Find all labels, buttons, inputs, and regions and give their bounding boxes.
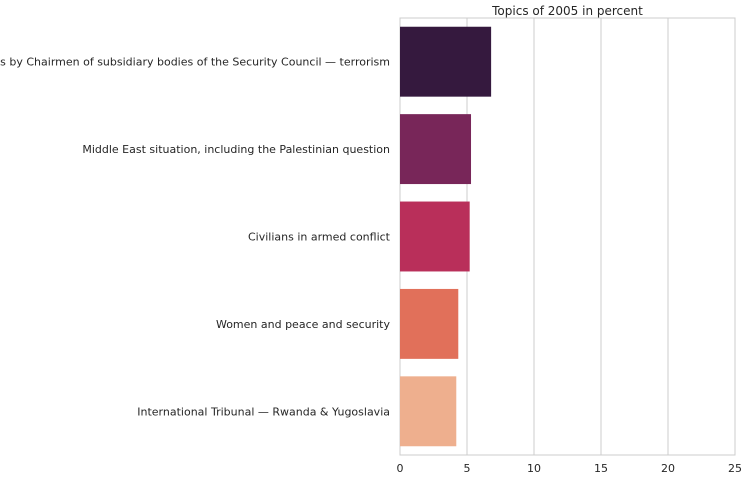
x-tick-label: 0 bbox=[397, 462, 404, 475]
gridlines bbox=[466, 18, 669, 455]
bar bbox=[400, 288, 459, 359]
x-tick-label: 5 bbox=[464, 462, 471, 475]
bar bbox=[400, 201, 470, 272]
bar bbox=[400, 26, 492, 97]
category-label: Briefings by Chairmen of subsidiary bodi… bbox=[0, 56, 390, 69]
category-labels: Briefings by Chairmen of subsidiary bodi… bbox=[0, 56, 391, 419]
x-tick-label: 25 bbox=[728, 462, 742, 475]
chart-title: Topics of 2005 in percent bbox=[491, 4, 643, 18]
bars bbox=[400, 26, 492, 447]
bar bbox=[400, 114, 472, 185]
x-tick-labels: 0 5 10 15 20 25 bbox=[397, 462, 743, 475]
category-label: International Tribunal — Rwanda & Yugosl… bbox=[137, 405, 390, 418]
bar bbox=[400, 376, 457, 447]
category-label: Women and peace and security bbox=[216, 318, 391, 331]
category-label: Middle East situation, including the Pal… bbox=[82, 143, 390, 156]
category-label: Civilians in armed conflict bbox=[248, 231, 391, 244]
x-tick-label: 10 bbox=[527, 462, 541, 475]
x-tick-label: 15 bbox=[594, 462, 608, 475]
x-tick-label: 20 bbox=[661, 462, 675, 475]
